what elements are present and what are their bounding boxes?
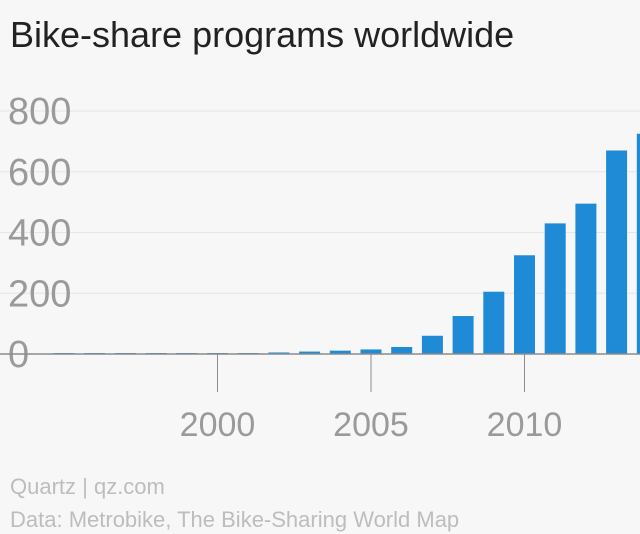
y-tick-label-200: 200 — [8, 273, 71, 315]
bars — [53, 133, 640, 354]
bar-2011 — [544, 223, 566, 354]
credit-text: Quartz | qz.com — [10, 474, 165, 499]
bar-2006 — [391, 347, 413, 354]
bar-2004 — [329, 350, 351, 354]
x-axis-ticks: 2000 2005 2010 — [180, 354, 563, 444]
chart-title: Bike-share programs worldwide — [10, 14, 515, 55]
bar-2005 — [360, 349, 382, 354]
bar-2007 — [421, 335, 443, 354]
gridlines — [0, 110, 640, 294]
y-axis-ticks: 0 200 400 600 800 — [8, 91, 71, 376]
y-tick-label-0: 0 — [8, 334, 29, 376]
y-tick-label-400: 400 — [8, 213, 71, 255]
bar-2012 — [575, 203, 597, 354]
bar-2008 — [452, 316, 474, 354]
bar-2014 — [636, 133, 640, 354]
x-tick-label-2010: 2010 — [487, 406, 563, 444]
bar-2003 — [299, 351, 321, 354]
bar-2013 — [606, 150, 628, 354]
x-tick-label-2000: 2000 — [180, 406, 256, 444]
bar-2002 — [268, 352, 290, 354]
bar-2009 — [483, 291, 505, 354]
y-tick-label-600: 600 — [8, 152, 71, 194]
source-text: Data: Metrobike, The Bike-Sharing World … — [10, 507, 460, 532]
x-tick-label-2005: 2005 — [333, 406, 409, 444]
y-tick-label-800: 800 — [8, 91, 71, 133]
bar-2010 — [514, 255, 535, 354]
